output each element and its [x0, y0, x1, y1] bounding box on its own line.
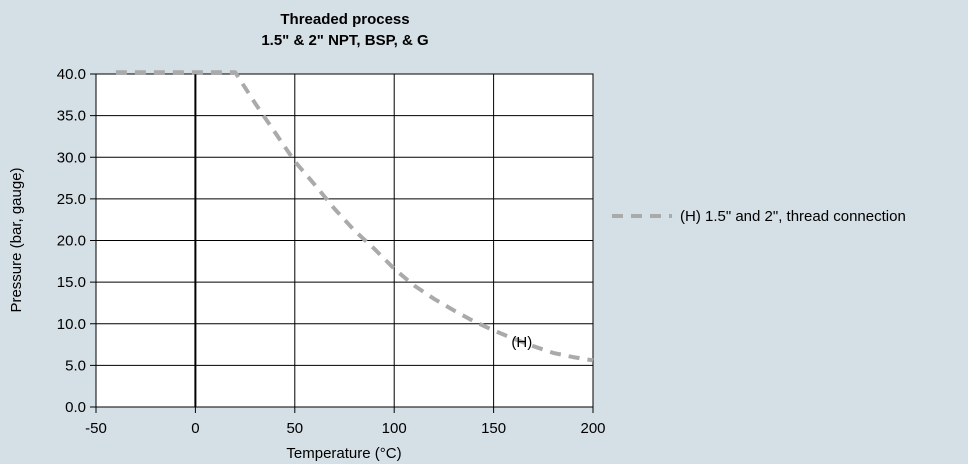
x-tick-label: 150 — [481, 420, 506, 437]
y-tick-label: 5.0 — [65, 357, 86, 374]
y-tick-label: 20.0 — [57, 233, 86, 250]
y-tick-label: 10.0 — [57, 316, 86, 333]
x-tick-label: 50 — [286, 420, 303, 437]
curve-annotation: (H) — [511, 334, 532, 351]
y-tick-label: 40.0 — [57, 66, 86, 83]
chart-title-line-1: Threaded process — [280, 11, 409, 28]
legend: (H) 1.5" and 2", thread connection — [612, 208, 906, 225]
y-tick-label: 25.0 — [57, 191, 86, 208]
axis-ticks: 0.0 5.0 10.0 15.0 20.0 25.0 30.0 35.0 40.0 -50 0 50… — [57, 66, 606, 437]
x-axis-title: Temperature (°C) — [286, 445, 401, 462]
legend-label: (H) 1.5" and 2", thread connection — [680, 208, 906, 225]
x-tick-label: -50 — [85, 420, 107, 437]
y-tick-label: 0.0 — [65, 399, 86, 416]
y-tick-label: 15.0 — [57, 274, 86, 291]
y-tick-label: 30.0 — [57, 149, 86, 166]
x-tick-label: 0 — [191, 420, 199, 437]
series-group: (H) — [115, 70, 594, 363]
x-tick-label: 200 — [580, 420, 605, 437]
y-tick-label: 35.0 — [57, 108, 86, 125]
y-axis-title: Pressure (bar, gauge) — [8, 167, 25, 312]
x-tick-label: 100 — [382, 420, 407, 437]
chart-title-line-2: 1.5" & 2" NPT, BSP, & G — [261, 32, 428, 49]
